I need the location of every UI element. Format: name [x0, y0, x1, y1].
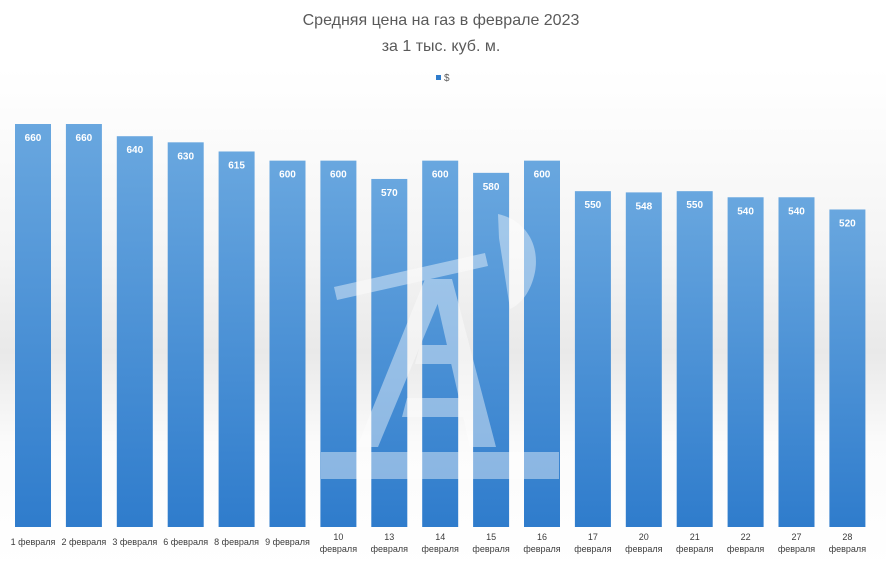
data-label-2: 660	[76, 133, 93, 144]
x-tick-line: 21	[690, 532, 700, 542]
bar-16	[778, 197, 815, 527]
x-tick-label-9: 14 февраля	[422, 532, 459, 554]
oil-pump-watermark	[321, 214, 559, 479]
x-tick-line: 6 февраля	[163, 537, 208, 547]
data-label-9: 600	[432, 170, 449, 181]
bar-7	[320, 160, 357, 527]
x-tick-label-11: 16 февраля	[523, 532, 560, 554]
x-tick-line: февраля	[320, 544, 357, 554]
data-label-15: 540	[737, 206, 754, 217]
data-label-11: 600	[534, 170, 551, 181]
legend-swatch	[436, 75, 441, 80]
x-tick-label-15: 22 февраля	[727, 532, 764, 554]
data-label-14: 550	[686, 200, 703, 211]
x-tick-label-12: 17 февраля	[574, 532, 611, 554]
data-label-3: 640	[126, 145, 143, 156]
data-label-7: 600	[330, 170, 347, 181]
x-tick-label-5: 8 февраля	[214, 537, 259, 547]
x-tick-label-3: 3 февраля	[112, 537, 157, 547]
bar-5	[218, 151, 255, 528]
data-label-5: 615	[228, 160, 245, 171]
x-tick-label-7: 10 февраля	[320, 532, 357, 554]
data-label-8: 570	[381, 188, 398, 199]
x-tick-line: февраля	[625, 544, 662, 554]
x-axis: 1 февраля 2 февраля 3 февраля 6 февраля 8 фе…	[11, 532, 867, 554]
x-tick-line: 27	[791, 532, 801, 542]
legend: $	[436, 73, 450, 84]
x-tick-line: 3 февраля	[112, 537, 157, 547]
bar-9	[422, 160, 459, 527]
x-tick-line: февраля	[523, 544, 560, 554]
data-label-10: 580	[483, 182, 500, 193]
x-tick-label-2: 2 февраля	[61, 537, 106, 547]
x-tick-line: 10	[333, 532, 343, 542]
x-tick-label-6: 9 февраля	[265, 537, 310, 547]
x-tick-label-16: 27 февраля	[778, 532, 815, 554]
data-label-1: 660	[25, 133, 42, 144]
bar-11	[524, 160, 560, 527]
bar-13	[625, 192, 662, 527]
x-tick-line: февраля	[778, 544, 815, 554]
x-tick-label-13: 20 февраля	[625, 532, 662, 554]
x-tick-line: 17	[588, 532, 598, 542]
bar-4	[167, 142, 204, 527]
data-label-13: 548	[635, 201, 652, 212]
x-tick-line: февраля	[829, 544, 866, 554]
x-tick-line: февраля	[727, 544, 764, 554]
data-label-17: 520	[839, 218, 856, 229]
chart-title: Средняя цена на газ в феврале 2023	[303, 12, 580, 29]
bar-15	[727, 197, 764, 527]
x-tick-line: февраля	[371, 544, 408, 554]
bar-12	[574, 191, 611, 528]
x-tick-line: 22	[741, 532, 751, 542]
x-tick-label-17: 28 февраля	[829, 532, 866, 554]
x-tick-label-1: 1 февраля	[11, 537, 56, 547]
data-label-16: 540	[788, 206, 805, 217]
x-tick-label-14: 21 февраля	[676, 532, 713, 554]
x-tick-label-8: 13 февраля	[371, 532, 408, 554]
x-tick-line: февраля	[676, 544, 713, 554]
x-tick-line: 1 февраля	[11, 537, 56, 547]
x-tick-line: 14	[435, 532, 445, 542]
data-label-6: 600	[279, 170, 296, 181]
x-tick-line: февраля	[472, 544, 509, 554]
bar-8	[371, 178, 408, 527]
x-tick-line: 13	[384, 532, 394, 542]
bar-14	[676, 191, 713, 528]
data-label-12: 550	[585, 200, 602, 211]
x-tick-line: 16	[537, 532, 547, 542]
x-tick-line: 9 февраля	[265, 537, 310, 547]
bar-10	[473, 172, 510, 527]
x-tick-label-4: 6 февраля	[163, 537, 208, 547]
x-tick-line: 28	[842, 532, 852, 542]
data-label-4: 630	[177, 151, 194, 162]
legend-label: $	[444, 73, 450, 84]
x-tick-line: 20	[639, 532, 649, 542]
bars-layer	[15, 124, 866, 528]
x-tick-line: февраля	[422, 544, 459, 554]
bar-3	[116, 136, 153, 527]
x-tick-line: 15	[486, 532, 496, 542]
x-tick-line: февраля	[574, 544, 611, 554]
x-tick-line: 2 февраля	[61, 537, 106, 547]
x-tick-line: 8 февраля	[214, 537, 259, 547]
labels-layer: 660 660 640 630 615 600 600 570 600 580 600 550 548 5…	[25, 133, 857, 229]
bar-6	[269, 160, 306, 527]
chart-subtitle: за 1 тыс. куб. м.	[382, 38, 501, 55]
bar-17	[829, 209, 866, 528]
bar-1	[15, 124, 51, 527]
bar-2	[65, 124, 102, 527]
x-tick-label-10: 15 февраля	[472, 532, 509, 554]
